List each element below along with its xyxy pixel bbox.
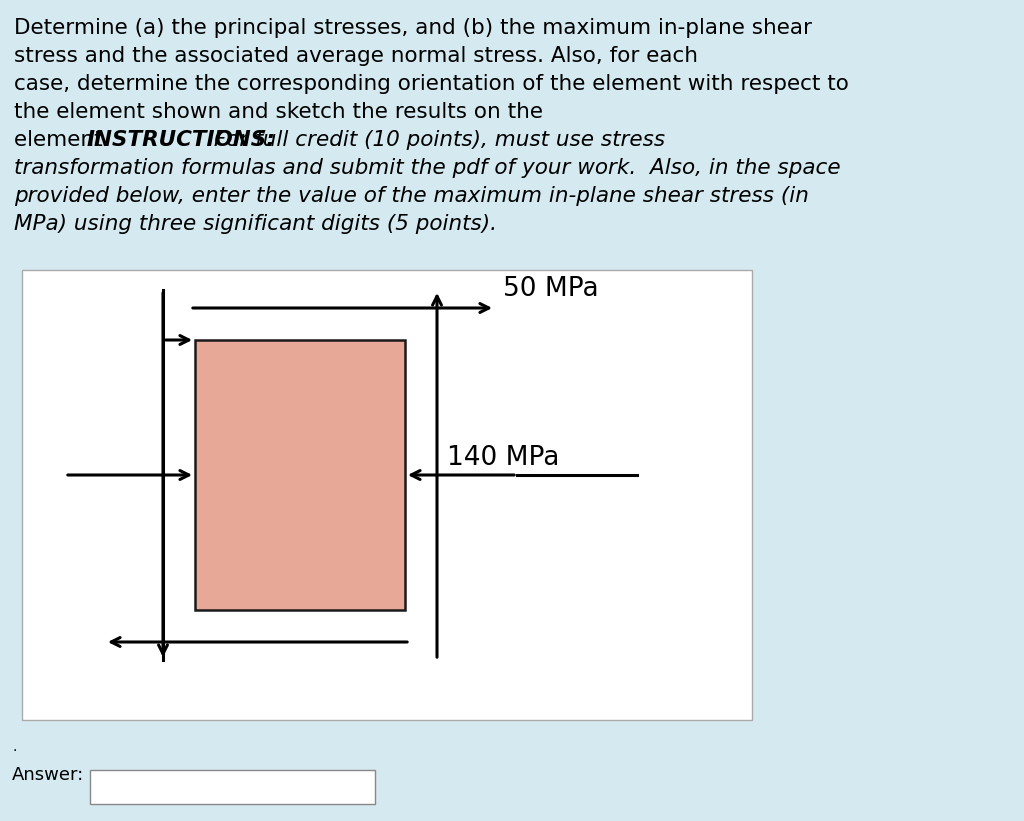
Text: 140 MPa: 140 MPa (447, 445, 559, 471)
Text: MPa) using three significant digits (5 points).: MPa) using three significant digits (5 p… (14, 214, 497, 234)
Text: .: . (12, 740, 16, 754)
Text: 50 MPa: 50 MPa (503, 276, 599, 302)
Text: INSTRUCTIONS:: INSTRUCTIONS: (87, 130, 275, 150)
Text: element.: element. (14, 130, 123, 150)
Text: case, determine the corresponding orientation of the element with respect to: case, determine the corresponding orient… (14, 74, 849, 94)
Text: Answer:: Answer: (12, 766, 84, 784)
Bar (195, 340, 406, 610)
Text: the element shown and sketch the results on the: the element shown and sketch the results… (14, 102, 543, 122)
Bar (22, 270, 752, 720)
Text: provided below, enter the value of the maximum in-plane shear stress (in: provided below, enter the value of the m… (14, 186, 809, 206)
Bar (90, 770, 375, 804)
Text: transformation formulas and submit the pdf of your work.  Also, in the space: transformation formulas and submit the p… (14, 158, 841, 178)
Text: stress and the associated average normal stress. Also, for each: stress and the associated average normal… (14, 46, 698, 66)
Text: For full credit (10 points), must use stress: For full credit (10 points), must use st… (207, 130, 666, 150)
Text: Determine (a) the principal stresses, and (b) the maximum in-plane shear: Determine (a) the principal stresses, an… (14, 18, 812, 38)
